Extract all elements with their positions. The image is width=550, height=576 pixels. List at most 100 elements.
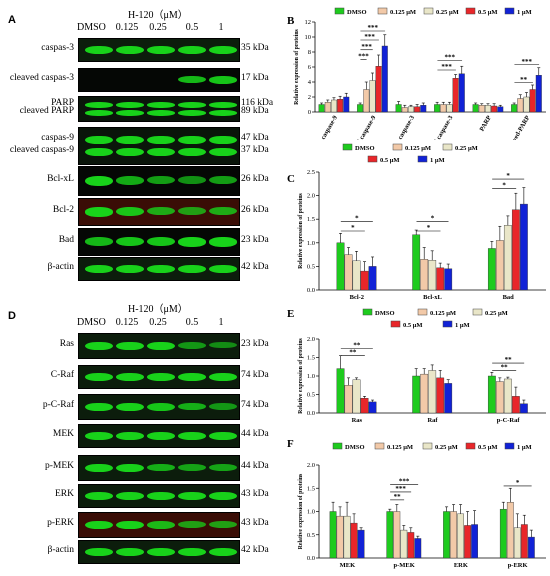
protein-band [178, 110, 206, 116]
protein-band [178, 373, 206, 381]
protein-band [147, 402, 175, 411]
protein-band [209, 237, 237, 247]
blot-strip [78, 512, 240, 538]
x-tick-label: p-ERK [508, 562, 528, 569]
bar [471, 524, 478, 559]
protein-band [209, 147, 237, 157]
bar [324, 102, 331, 113]
molecular-weight-label: 43 kDa [241, 518, 269, 528]
y-tick-label: 0.0 [307, 410, 315, 417]
legend-swatch [417, 155, 428, 163]
significance-label: * [502, 182, 506, 190]
bar [491, 105, 498, 113]
bar [386, 511, 394, 559]
bar [330, 99, 337, 113]
legend-swatch [504, 7, 515, 15]
blot-strip [78, 540, 240, 564]
protein-band [116, 207, 144, 217]
bar [457, 513, 464, 559]
molecular-weight-label: 26 kDa [241, 205, 269, 215]
bar [497, 106, 504, 113]
bar [511, 104, 518, 113]
bar [336, 368, 345, 414]
protein-band [116, 402, 144, 412]
protein-label: p-MEK [44, 461, 74, 471]
lane-label: 0.5 [185, 22, 199, 33]
bar [412, 234, 421, 291]
x-tick-label: MEK [340, 562, 356, 569]
significance-label: ** [505, 356, 513, 364]
blot-strip [78, 333, 240, 359]
protein-label: p-C-Raf [42, 400, 74, 410]
bar [407, 532, 415, 559]
legend-label: DMSO [375, 310, 395, 317]
bar [503, 225, 512, 291]
panel-letter: E [287, 308, 294, 320]
protein-band [209, 135, 237, 145]
protein-band [116, 463, 144, 473]
protein-band [178, 46, 206, 54]
legend-swatch [367, 155, 378, 163]
lane-label: 1 [218, 22, 224, 33]
bar [401, 107, 408, 113]
molecular-weight-label: 47 kDa [241, 133, 269, 143]
protein-label: p-ERK [47, 518, 74, 528]
protein-label: cleaved caspas-3 [9, 73, 74, 83]
molecular-weight-label: 89 kDa [241, 106, 269, 116]
protein-band [116, 373, 144, 381]
legend-swatch [390, 320, 401, 328]
protein-band [116, 265, 144, 273]
protein-label: cleaved caspas-9 [9, 145, 74, 155]
molecular-weight-label: 17 kDa [241, 73, 269, 83]
significance-label: * [506, 172, 510, 180]
molecular-weight-label: 35 kDa [241, 43, 269, 53]
x-tick-label: Bad [503, 294, 515, 300]
significance-label: * [351, 224, 355, 232]
bar [428, 370, 437, 414]
y-tick-label: 0.0 [307, 555, 315, 562]
protein-band [209, 463, 237, 471]
legend-label: 1 μM [517, 9, 532, 16]
bar [478, 105, 485, 113]
bar [434, 104, 441, 113]
dose-header: H-120（μM） [128, 10, 188, 21]
molecular-weight-label: 23 kDa [241, 235, 269, 245]
bar [444, 383, 453, 414]
bar [428, 260, 437, 291]
protein-band [85, 520, 113, 530]
protein-label: β-actin [47, 545, 74, 555]
bar [511, 209, 520, 291]
protein-band [147, 341, 175, 351]
protein-label: Bad [58, 235, 74, 245]
western-blot-panel-a: A H-120（μM） DMSO 0.125 0.25 0.5 1 caspas-3 35 kD… [0, 0, 280, 285]
bar [487, 248, 496, 291]
x-tick-label: Bcl-2 [350, 294, 364, 300]
x-tick-label: caspase-9 [320, 114, 340, 140]
blot-strip [78, 96, 240, 122]
protein-band [116, 147, 144, 157]
significance-label: * [427, 224, 431, 232]
protein-band [209, 341, 237, 349]
x-tick-label: ERK [454, 562, 468, 569]
significance-label: *** [441, 63, 452, 71]
blot-strip [78, 127, 240, 165]
protein-label: caspas-9 [41, 133, 74, 143]
legend-label: 0.125 μM [405, 145, 431, 152]
legend-swatch [377, 7, 388, 15]
bar [407, 106, 414, 113]
protein-band [85, 237, 113, 246]
bar [420, 105, 427, 113]
legend-label: 0.25 μM [436, 9, 459, 16]
protein-band [85, 110, 113, 116]
significance-label: ** [349, 349, 357, 357]
bar [360, 270, 369, 291]
chart-panel-c: C DMSO 0.125 μM 0.25 μM 0.5 μM 1 μM 0.0 0.5 1.0 1… [283, 140, 550, 301]
bar [420, 259, 429, 291]
protein-band [147, 432, 175, 440]
protein-band [147, 176, 175, 185]
bar [495, 381, 504, 414]
legend-label: 0.5 μM [478, 9, 498, 16]
legend-label: 0.5 μM [380, 157, 400, 164]
bar [443, 511, 450, 559]
significance-label: * [355, 215, 359, 223]
